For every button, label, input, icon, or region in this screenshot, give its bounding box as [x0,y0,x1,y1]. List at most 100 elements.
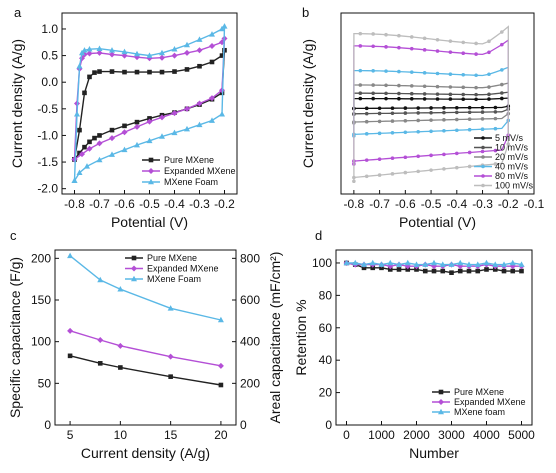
data-point [352,259,359,266]
data-point [390,106,395,110]
legend-marker [131,265,137,272]
data-point [371,32,375,36]
series-MXene-Foam [67,252,224,323]
data-point [97,361,103,366]
data-point [461,85,466,90]
y-tick-label: 100 [31,335,51,349]
legend-marker [131,255,137,261]
data-point [74,110,80,117]
y-tick-label: -1.5 [37,155,58,169]
data-point [474,41,478,46]
data-point [493,110,498,114]
data-point [474,261,481,267]
data-point [403,130,408,135]
data-point [121,146,128,153]
legend-marker [481,145,485,150]
data-point [431,259,437,266]
data-point [377,131,382,136]
data-point [77,150,82,156]
x-tick-label: -0.6 [114,197,135,211]
data-point [442,152,446,157]
data-point [134,123,140,130]
y-axis-label: Specific capacitance (F/g) [7,257,23,418]
data-point [197,63,202,69]
data-point [403,170,408,175]
data-point [416,111,421,115]
data-point [184,105,190,112]
data-point [209,59,215,65]
data-point [509,259,516,266]
data-point [371,96,375,101]
data-point [117,285,124,292]
data-point [457,259,464,266]
legend-marker [481,183,485,188]
data-point [422,261,429,267]
data-point [487,39,491,44]
y-tick-label: 100 [312,256,332,270]
y-axis-right-label: Areal capacitance (mF/cm²) [267,252,283,424]
data-point [484,267,489,272]
data-point [109,51,115,58]
data-point [390,119,395,123]
data-point [466,268,472,274]
x-tick-label: -0.5 [421,197,442,211]
data-point [466,261,472,267]
panel-d: d 0 1000 2000 3000 4000 5000 0 20 40 60 80 100 Number… [293,228,535,461]
data-point [364,158,369,162]
data-point [109,69,115,74]
series-Pure-MXene [344,260,524,275]
data-point [364,174,369,179]
data-point [435,84,440,89]
data-point [403,118,408,123]
data-point [416,118,421,123]
data-point [217,316,224,323]
legend-label: Expanded MXene [147,264,219,274]
series-10-mV-s [352,91,511,117]
data-point [403,106,408,110]
data-point [159,49,165,56]
data-point [221,23,228,29]
y-tick-label: 0.5 [41,49,58,63]
panel-letter-a: a [14,5,22,20]
series-line [69,355,222,386]
data-point [86,50,93,57]
legend-label: 5 mV/s [495,133,524,143]
data-point [196,47,203,54]
data-point [134,119,140,125]
legend-label: Expanded MXene [164,166,236,176]
data-point [358,91,363,96]
data-point [416,154,421,159]
data-point [364,106,369,111]
data-point [76,169,83,176]
data-point [377,111,382,116]
data-point [352,175,356,180]
y-tick-label: 0 [44,418,51,432]
data-point [219,53,225,58]
x-tick-label: 5 [67,428,74,442]
data-point [397,69,401,74]
legend-label: Pure MXene [147,253,197,263]
data-point [493,126,498,131]
x-tick-label: -0.8 [64,197,85,211]
x-tick-label: 15 [164,428,178,442]
data-point [172,69,177,74]
data-point [500,42,504,47]
series-line [353,25,509,182]
data-point [358,31,363,36]
legend-marker [131,275,137,282]
data-point [370,265,376,271]
data-point [416,169,421,174]
data-point [396,267,402,272]
data-point [121,129,128,136]
data-point [435,71,440,76]
legend-label: MXene Foam [147,274,201,284]
data-point [409,46,414,51]
data-point [492,261,499,267]
y-tick-label: -1.0 [37,128,58,142]
data-point [404,259,411,266]
data-point [409,70,414,74]
x-tick-label: 2000 [403,428,430,442]
data-point [390,131,395,135]
data-point [429,110,433,115]
data-point [448,85,453,89]
